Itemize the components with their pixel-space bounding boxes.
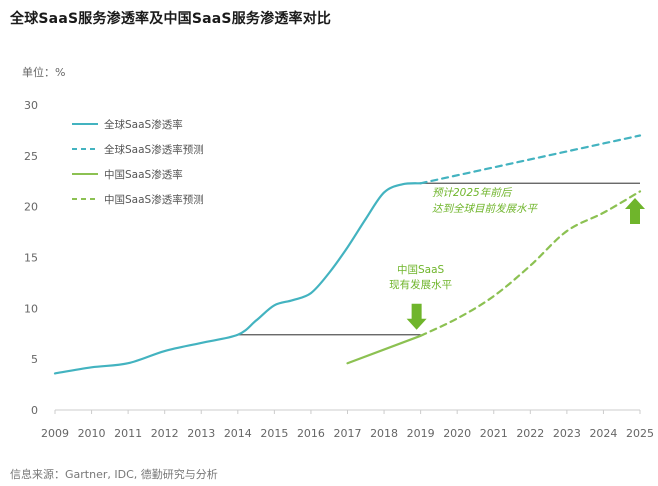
annotation-text: 达到全球目前发展水平 <box>432 203 538 215</box>
x-tick-label: 2015 <box>260 427 288 440</box>
series-line <box>53 182 422 375</box>
x-tick-label: 2013 <box>187 427 215 440</box>
legend-label: 中国SaaS渗透率预测 <box>104 193 204 206</box>
x-tick-label: 2012 <box>151 427 179 440</box>
chart-title: 全球SaaS服务渗透率及中国SaaS服务渗透率对比 <box>10 11 332 27</box>
legend-label: 全球SaaS渗透率 <box>104 118 183 131</box>
annotation-text: 预计2025年前后 <box>432 187 513 199</box>
legend-label: 中国SaaS渗透率 <box>104 168 183 181</box>
y-tick-label: 5 <box>31 353 38 366</box>
annotation-text: 中国SaaS <box>397 263 445 276</box>
chart-series <box>53 134 642 375</box>
x-tick-label: 2023 <box>553 427 581 440</box>
x-tick-label: 2024 <box>589 427 617 440</box>
x-tick-label: 2016 <box>297 427 325 440</box>
x-tick-label: 2014 <box>224 427 252 440</box>
y-tick-label: 25 <box>24 150 38 163</box>
x-tick-label: 2018 <box>370 427 398 440</box>
x-tick-label: 2025 <box>626 427 654 440</box>
source-note: 信息来源：Gartner, IDC, 德勤研究与分析 <box>10 468 218 481</box>
reference-lines <box>237 182 640 336</box>
x-tick-label: 2009 <box>41 427 69 440</box>
x-tick-label: 2010 <box>78 427 106 440</box>
y-tick-label: 30 <box>24 99 38 112</box>
unit-label: 单位：% <box>22 66 66 79</box>
x-tick-label: 2022 <box>516 427 544 440</box>
y-tick-label: 15 <box>24 252 38 265</box>
x-tick-label: 2019 <box>407 427 435 440</box>
legend-label: 全球SaaS渗透率预测 <box>104 143 204 156</box>
series-line <box>419 190 642 337</box>
series-line <box>419 134 642 185</box>
x-tick-label: 2021 <box>480 427 508 440</box>
x-tick-label: 2020 <box>443 427 471 440</box>
series-line <box>346 334 422 365</box>
x-tick-label: 2017 <box>334 427 362 440</box>
y-tick-label: 10 <box>24 302 38 315</box>
y-tick-label: 0 <box>31 404 38 417</box>
annotation-arrow <box>625 198 645 224</box>
annotation-arrow <box>406 303 427 330</box>
y-tick-label: 20 <box>24 201 38 214</box>
x-tick-label: 2011 <box>114 427 142 440</box>
annotation-text: 现有发展水平 <box>389 278 452 291</box>
